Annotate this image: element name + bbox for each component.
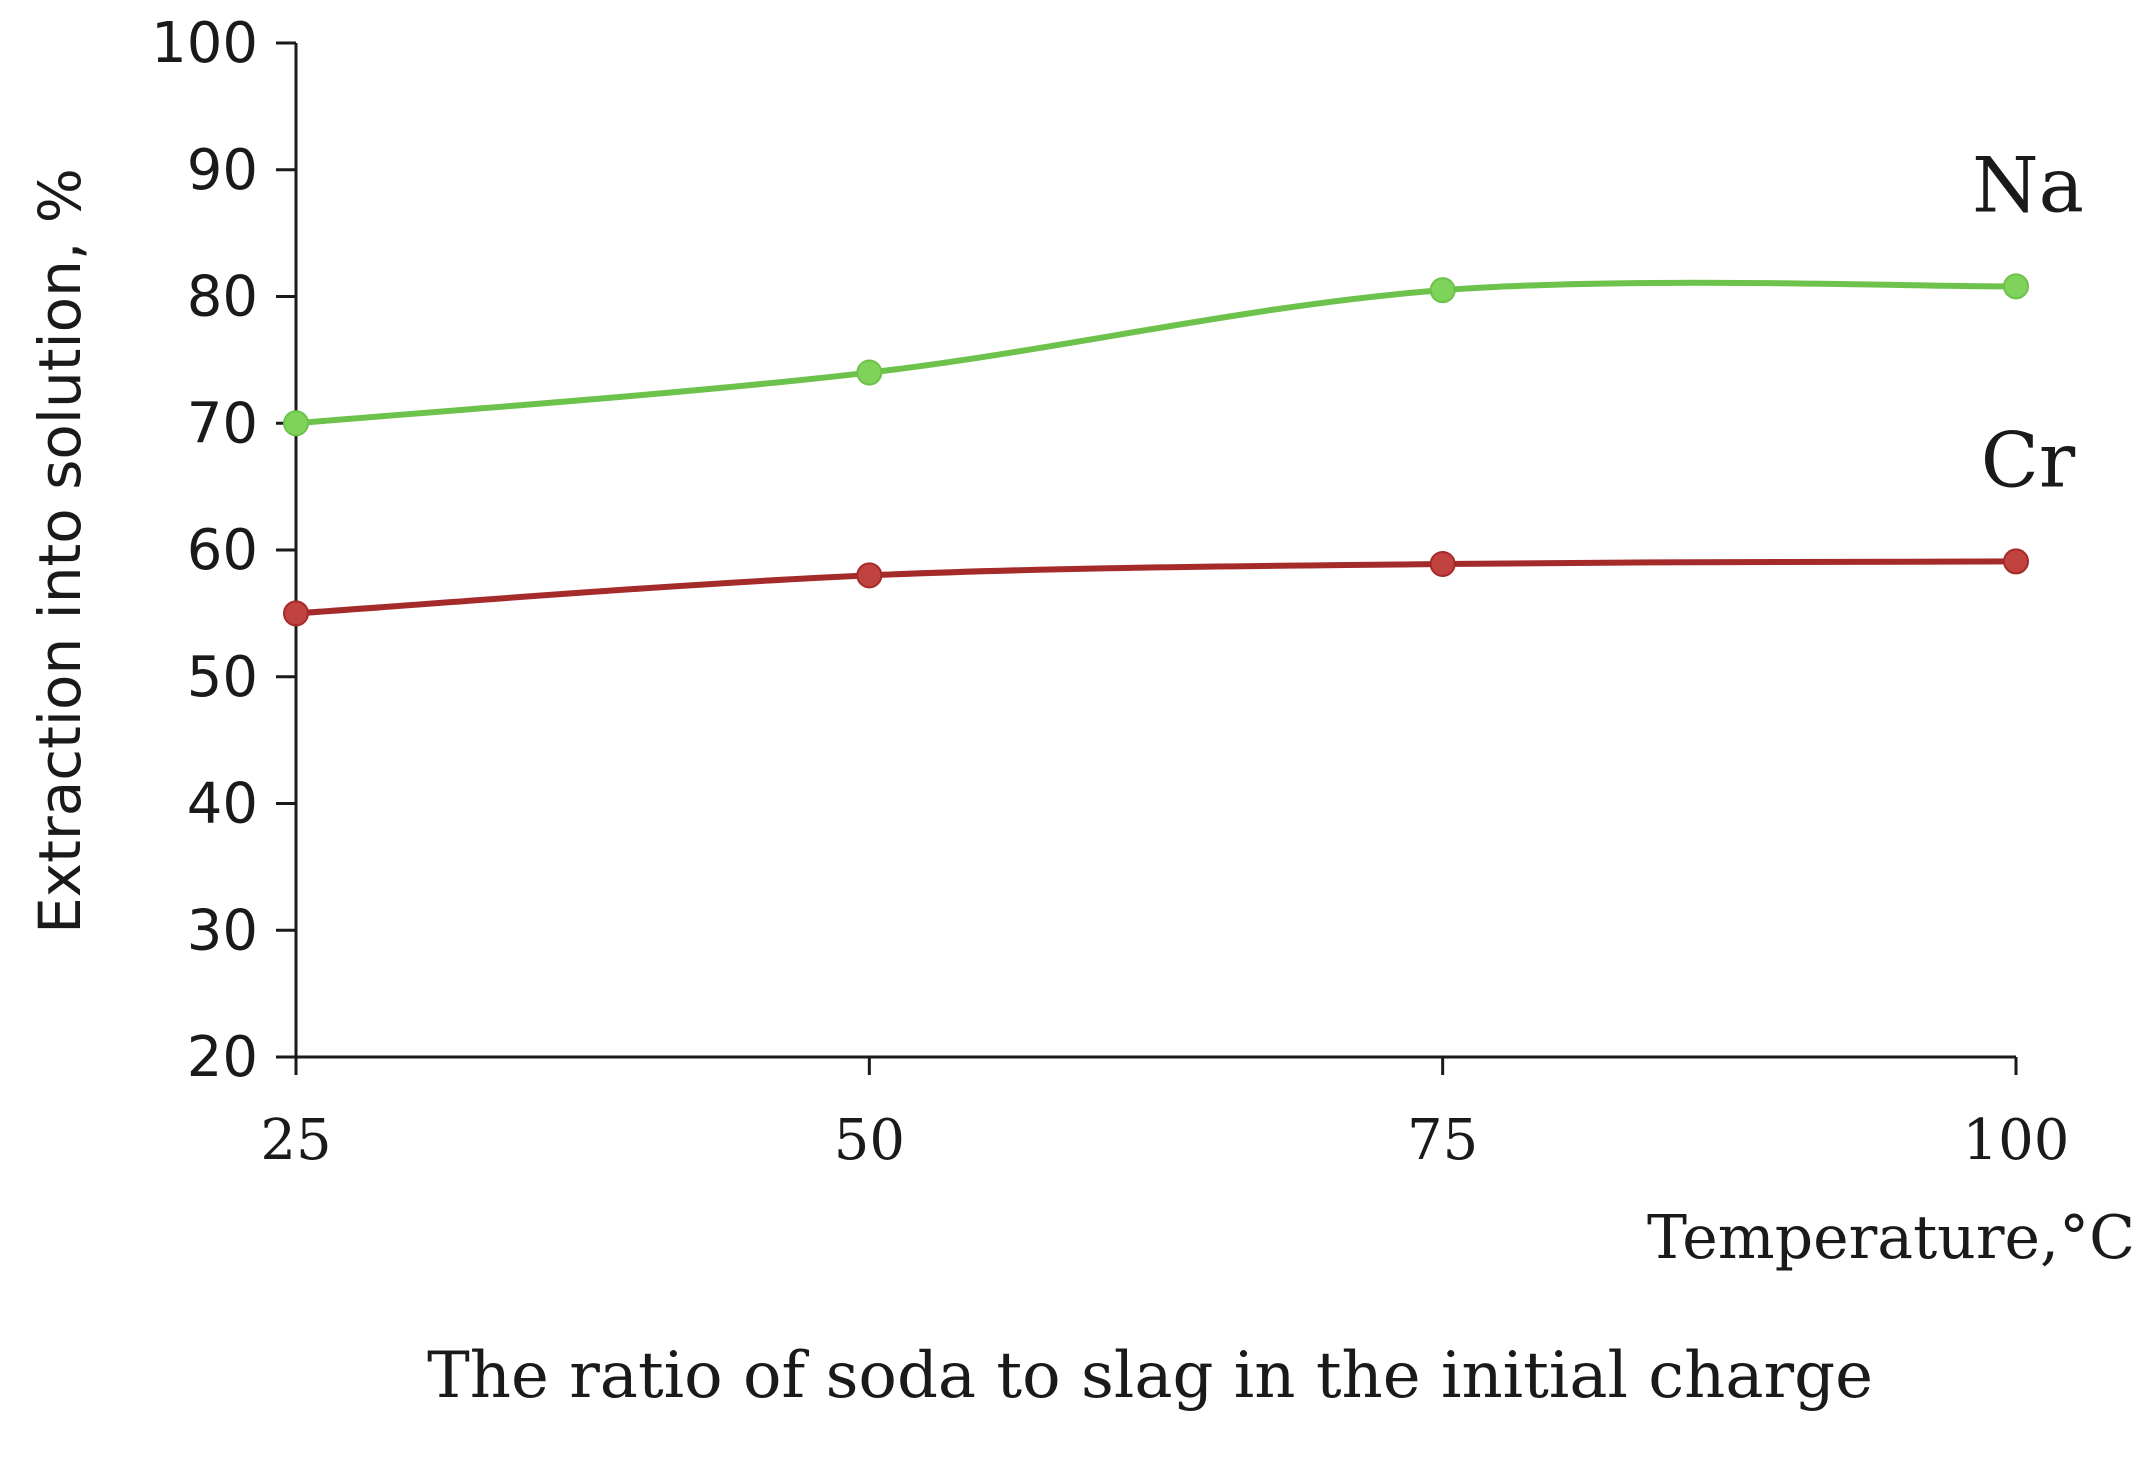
x-tick-label: 50: [834, 1108, 905, 1173]
data-point-na: [2003, 273, 2029, 300]
labels-layer: Extraction into solution, % Temperature,…: [26, 168, 2135, 1413]
data-point-na: [1429, 277, 1456, 304]
x-tick-label: 25: [260, 1108, 331, 1173]
y-tick-label: 70: [187, 391, 258, 456]
y-axis-label: Extraction into solution, %: [26, 168, 94, 934]
y-tick-label: 20: [187, 1025, 258, 1090]
series-line-na: [293, 279, 2019, 427]
series-label-na: Na: [1972, 140, 2084, 229]
y-tick-label: 50: [187, 645, 258, 710]
data-point-cr: [856, 562, 883, 589]
y-tick-label: 90: [187, 138, 258, 203]
series-layer: Na Cr: [283, 140, 2084, 627]
series-line-cr: [293, 558, 2019, 617]
y-tick-label: 60: [187, 518, 258, 583]
data-point-cr: [2003, 548, 2029, 575]
y-tick-label: 30: [187, 898, 258, 963]
y-tick-label: 40: [187, 772, 258, 837]
series-label-cr: Cr: [1981, 415, 2076, 504]
data-point-cr: [283, 600, 309, 627]
y-tick-label: 100: [151, 11, 258, 76]
series-na: Na: [283, 140, 2084, 437]
data-point-na: [856, 359, 883, 386]
axes: 20 30 40 50 60 70 80 90 100 25 50 75 100: [151, 11, 2069, 1173]
y-tick-label: 80: [187, 265, 258, 330]
data-point-na: [283, 410, 309, 437]
x-tick-label: 75: [1407, 1108, 1478, 1173]
x-axis-label: Temperature,°C: [1647, 1203, 2135, 1273]
x-tick-label: 100: [1963, 1108, 2070, 1173]
data-point-cr: [1429, 550, 1456, 577]
series-cr: Cr: [283, 415, 2076, 627]
chart-caption: The ratio of soda to slag in the initial…: [427, 1339, 1873, 1413]
